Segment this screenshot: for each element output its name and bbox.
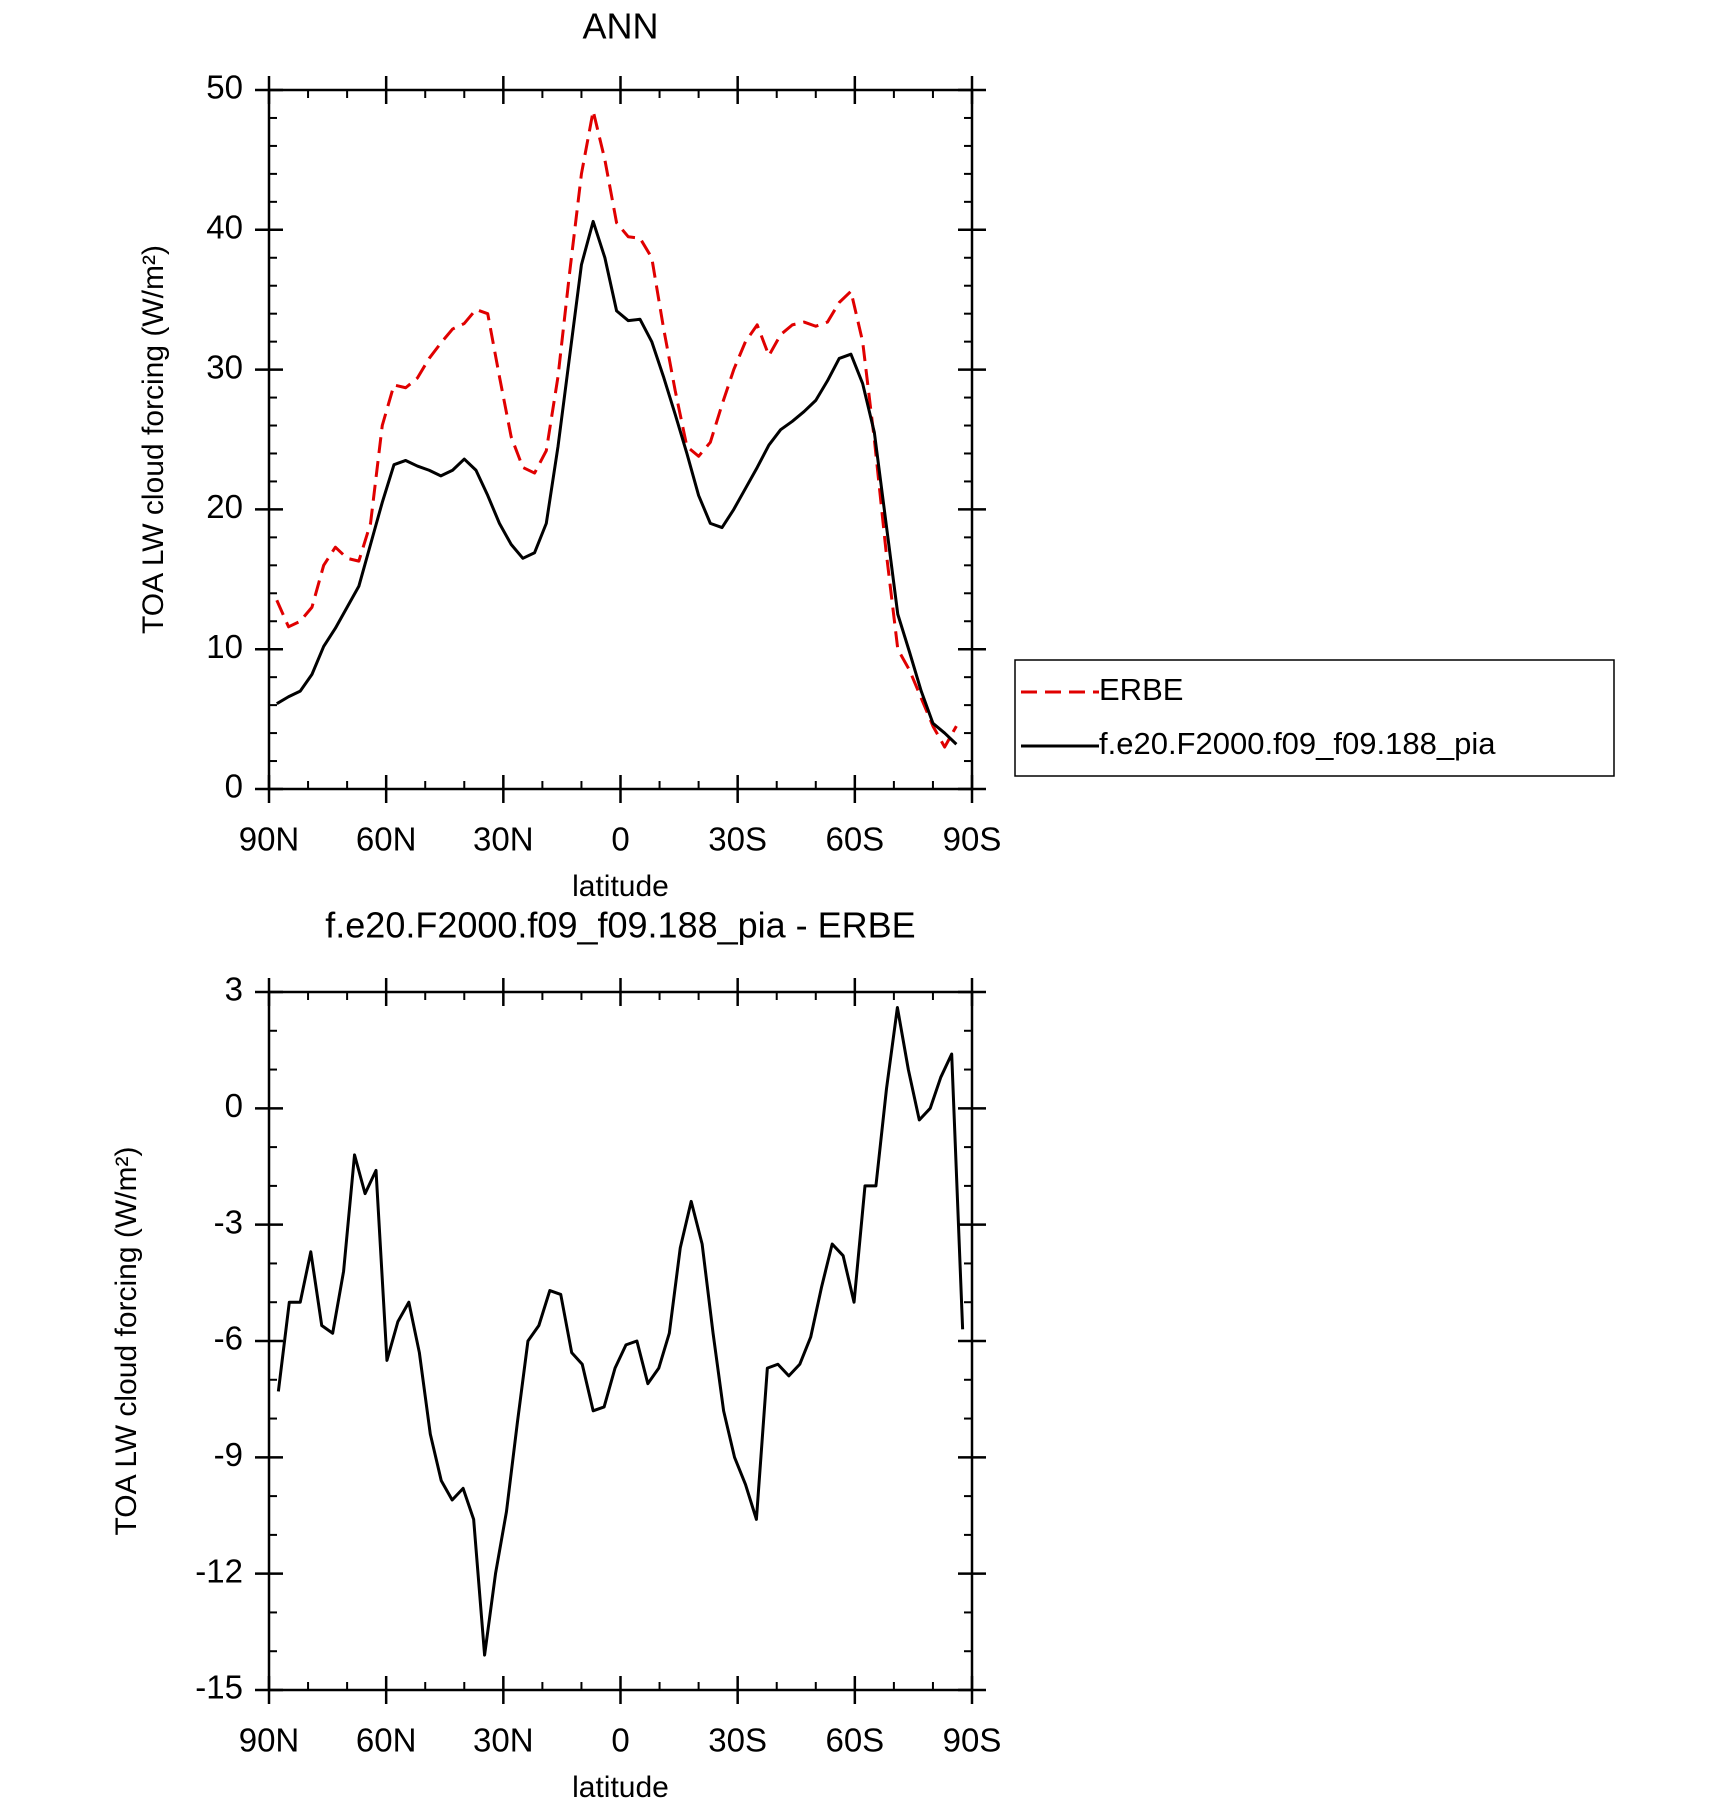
plot-frame (267, 88, 974, 791)
x-tick-label: 60S (825, 821, 884, 858)
y-tick-label: 0 (225, 768, 243, 805)
y-tick-label: 50 (206, 69, 243, 106)
legend: ERBE f.e20.F2000.f09_f09.188_pia (1014, 659, 1615, 777)
x-tick-label: 0 (611, 821, 629, 858)
legend-label: f.e20.F2000.f09_f09.188_pia (1099, 726, 1496, 761)
y-tick-label: 30 (206, 348, 243, 385)
chart-title: ANN (582, 6, 658, 47)
x-axis-title: latitude (572, 1771, 669, 1804)
y-tick-label: 10 (206, 628, 243, 665)
x-tick-label: 30S (708, 821, 767, 858)
x-tick-label: 60S (825, 1722, 884, 1759)
y-tick-label: -3 (214, 1203, 243, 1240)
chart-title: f.e20.F2000.f09_f09.188_pia - ERBE (325, 905, 915, 946)
y-tick-label: 3 (225, 971, 243, 1008)
x-tick-label: 60N (356, 1722, 417, 1759)
y-tick-label: -9 (214, 1436, 243, 1473)
x-tick-label: 90N (239, 1722, 300, 1759)
x-axis-title: latitude (572, 870, 669, 903)
x-tick-label: 60N (356, 821, 417, 858)
y-axis-title: TOA LW cloud forcing (W/m²) (137, 245, 170, 634)
x-tick-label: 30N (473, 1722, 534, 1759)
legend-box (1014, 659, 1615, 777)
x-tick-label: 0 (611, 1722, 629, 1759)
y-tick-label: 0 (225, 1087, 243, 1124)
data-line (275, 109, 958, 749)
y-tick-label: 40 (206, 209, 243, 246)
y-tick-label: -15 (195, 1669, 243, 1706)
x-tick-label: 30N (473, 821, 534, 858)
data-line (276, 219, 958, 746)
x-tick-label: 90S (943, 1722, 1002, 1759)
x-tick-label: 90N (239, 821, 300, 858)
data-line (276, 1006, 965, 1657)
y-tick-label: 20 (206, 488, 243, 525)
x-tick-label: 30S (708, 1722, 767, 1759)
x-tick-label: 90S (943, 821, 1002, 858)
legend-label: ERBE (1099, 672, 1183, 707)
y-tick-label: -12 (195, 1552, 243, 1589)
y-tick-label: -6 (214, 1320, 243, 1357)
plot-frame (267, 990, 974, 1692)
y-axis-title: TOA LW cloud forcing (W/m²) (110, 1147, 143, 1536)
